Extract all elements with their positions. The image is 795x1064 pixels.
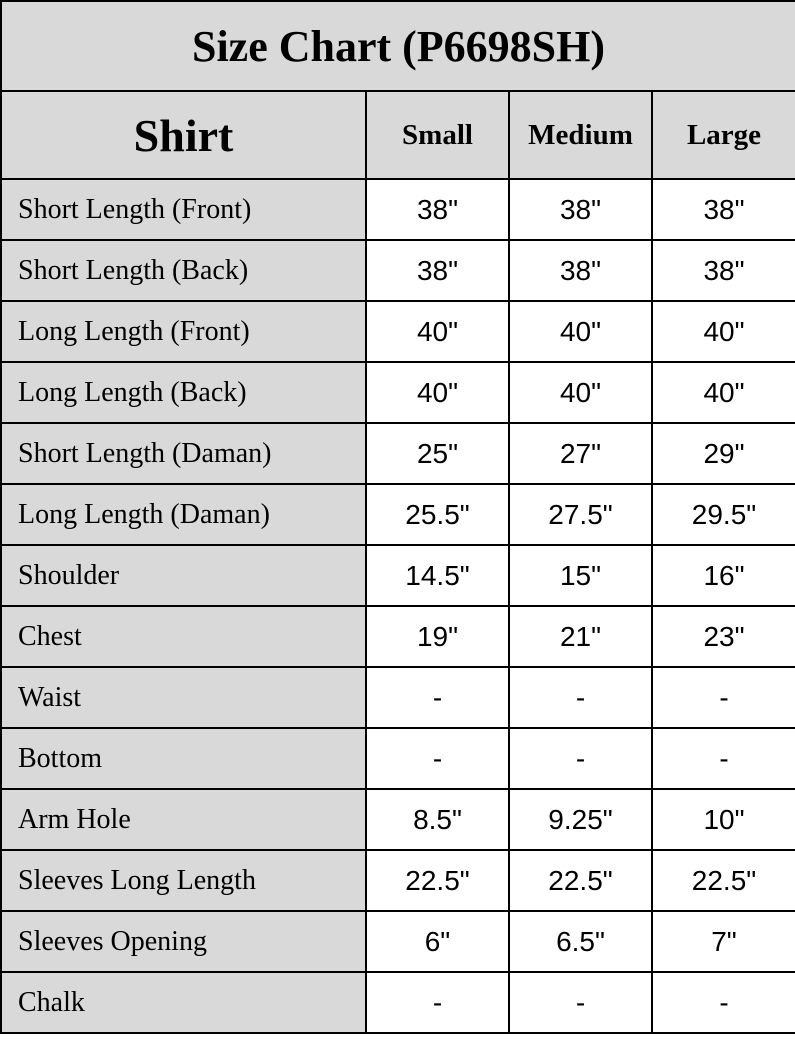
value-medium: - bbox=[508, 666, 653, 729]
title-row: Size Chart (P6698SH) bbox=[0, 0, 795, 92]
table-row: Shoulder 14.5" 15" 16" bbox=[0, 544, 795, 607]
measurement-label: Waist bbox=[0, 666, 367, 729]
value-large: 10" bbox=[651, 788, 795, 851]
value-large: - bbox=[651, 971, 795, 1034]
value-small: 8.5" bbox=[365, 788, 510, 851]
value-medium: 27.5" bbox=[508, 483, 653, 546]
measurement-label: Sleeves Long Length bbox=[0, 849, 367, 912]
value-large: - bbox=[651, 727, 795, 790]
measurement-label: Shoulder bbox=[0, 544, 367, 607]
value-large: 29.5" bbox=[651, 483, 795, 546]
measurement-label: Long Length (Front) bbox=[0, 300, 367, 363]
value-large: 16" bbox=[651, 544, 795, 607]
measurement-label: Bottom bbox=[0, 727, 367, 790]
value-small: 14.5" bbox=[365, 544, 510, 607]
table-row: Sleeves Opening 6" 6.5" 7" bbox=[0, 910, 795, 973]
value-small: - bbox=[365, 971, 510, 1034]
value-small: 25.5" bbox=[365, 483, 510, 546]
section-header: Shirt bbox=[0, 90, 367, 180]
measurement-label: Long Length (Daman) bbox=[0, 483, 367, 546]
value-large: - bbox=[651, 666, 795, 729]
value-small: 40" bbox=[365, 300, 510, 363]
value-medium: 27" bbox=[508, 422, 653, 485]
value-small: - bbox=[365, 666, 510, 729]
value-medium: 21" bbox=[508, 605, 653, 668]
value-large: 23" bbox=[651, 605, 795, 668]
value-medium: 40" bbox=[508, 300, 653, 363]
table-row: Arm Hole 8.5" 9.25" 10" bbox=[0, 788, 795, 851]
table-row: Long Length (Front) 40" 40" 40" bbox=[0, 300, 795, 363]
value-medium: 6.5" bbox=[508, 910, 653, 973]
value-large: 38" bbox=[651, 178, 795, 241]
table-row: Short Length (Daman) 25" 27" 29" bbox=[0, 422, 795, 485]
chart-title: Size Chart (P6698SH) bbox=[0, 0, 795, 92]
table-row: Bottom - - - bbox=[0, 727, 795, 790]
measurement-label: Chalk bbox=[0, 971, 367, 1034]
measurement-label: Short Length (Back) bbox=[0, 239, 367, 302]
table-row: Sleeves Long Length 22.5" 22.5" 22.5" bbox=[0, 849, 795, 912]
table-row: Chalk - - - bbox=[0, 971, 795, 1034]
value-medium: 22.5" bbox=[508, 849, 653, 912]
value-large: 40" bbox=[651, 300, 795, 363]
value-medium: 15" bbox=[508, 544, 653, 607]
value-large: 29" bbox=[651, 422, 795, 485]
header-row: Shirt Small Medium Large bbox=[0, 90, 795, 180]
table-row: Waist - - - bbox=[0, 666, 795, 729]
value-large: 7" bbox=[651, 910, 795, 973]
table-row: Long Length (Back) 40" 40" 40" bbox=[0, 361, 795, 424]
measurement-label: Long Length (Back) bbox=[0, 361, 367, 424]
size-chart-table: Size Chart (P6698SH) Shirt Small Medium … bbox=[0, 0, 795, 1034]
measurement-label: Chest bbox=[0, 605, 367, 668]
value-medium: - bbox=[508, 727, 653, 790]
value-small: - bbox=[365, 727, 510, 790]
measurement-label: Short Length (Daman) bbox=[0, 422, 367, 485]
value-medium: 40" bbox=[508, 361, 653, 424]
value-small: 22.5" bbox=[365, 849, 510, 912]
value-large: 22.5" bbox=[651, 849, 795, 912]
value-large: 38" bbox=[651, 239, 795, 302]
value-small: 6" bbox=[365, 910, 510, 973]
size-header-large: Large bbox=[651, 90, 795, 180]
value-medium: - bbox=[508, 971, 653, 1034]
size-header-medium: Medium bbox=[508, 90, 653, 180]
table-row: Short Length (Back) 38" 38" 38" bbox=[0, 239, 795, 302]
value-large: 40" bbox=[651, 361, 795, 424]
value-medium: 38" bbox=[508, 178, 653, 241]
value-small: 40" bbox=[365, 361, 510, 424]
table-row: Short Length (Front) 38" 38" 38" bbox=[0, 178, 795, 241]
value-medium: 38" bbox=[508, 239, 653, 302]
table-row: Chest 19" 21" 23" bbox=[0, 605, 795, 668]
value-small: 38" bbox=[365, 239, 510, 302]
value-small: 38" bbox=[365, 178, 510, 241]
value-small: 25" bbox=[365, 422, 510, 485]
measurement-label: Sleeves Opening bbox=[0, 910, 367, 973]
size-header-small: Small bbox=[365, 90, 510, 180]
table-row: Long Length (Daman) 25.5" 27.5" 29.5" bbox=[0, 483, 795, 546]
value-medium: 9.25" bbox=[508, 788, 653, 851]
measurement-label: Arm Hole bbox=[0, 788, 367, 851]
measurement-label: Short Length (Front) bbox=[0, 178, 367, 241]
value-small: 19" bbox=[365, 605, 510, 668]
